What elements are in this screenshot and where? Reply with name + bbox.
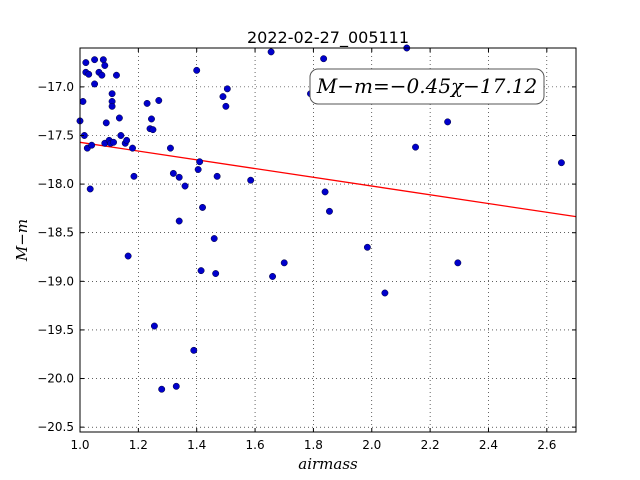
data-point: [130, 172, 138, 180]
data-point: [326, 207, 333, 215]
data-point: [108, 90, 116, 98]
data-point: [143, 99, 151, 107]
chart-title: 2022-02-27_005111: [247, 28, 409, 48]
annotation-box: [309, 68, 545, 105]
data-point: [99, 56, 107, 64]
data-point: [194, 166, 202, 173]
x-tick-label: 1.0: [70, 438, 89, 452]
data-point: [148, 115, 155, 123]
data-point: [129, 144, 136, 152]
tick-labels: 1.0 1.2 1.4 1.6 1.8 2.0 2.2 2.4 2.6 −17.0 −17.5 −18…: [37, 80, 556, 452]
data-point: [222, 102, 230, 110]
y-tick-label: −19.5: [37, 323, 74, 337]
fit-line-group: [79, 141, 577, 218]
data-point: [85, 70, 93, 78]
y-axis-label: M−m: [13, 219, 31, 262]
data-point: [181, 182, 189, 190]
data-point: [79, 98, 87, 105]
x-tick-label: 2.0: [362, 438, 381, 452]
data-point: [210, 235, 218, 242]
data-point: [123, 136, 131, 144]
data-point: [280, 259, 288, 267]
x-tick-label: 1.4: [187, 438, 206, 452]
data-point: [320, 55, 328, 63]
y-tick-label: −17.5: [37, 128, 74, 142]
points-group: [76, 44, 565, 393]
data-point: [454, 259, 462, 267]
data-point: [223, 85, 231, 93]
data-point: [219, 93, 227, 101]
data-point: [557, 159, 565, 167]
data-point: [88, 141, 96, 149]
fit-line: [79, 141, 577, 218]
data-point: [149, 126, 157, 134]
data-point: [190, 346, 198, 354]
data-point: [98, 71, 106, 79]
x-tick-label: 1.6: [246, 438, 265, 452]
data-point: [169, 169, 177, 177]
data-point: [412, 143, 419, 151]
data-point: [267, 48, 275, 56]
x-tick-label: 2.2: [421, 438, 440, 452]
data-point: [381, 289, 389, 297]
data-point: [269, 273, 277, 280]
data-point: [91, 56, 99, 64]
data-point: [102, 119, 110, 127]
data-point: [247, 176, 255, 184]
y-tick-label: −17.0: [37, 80, 74, 94]
plot-frame: [79, 47, 577, 433]
y-tick-label: −18.0: [37, 177, 74, 191]
data-point: [172, 382, 180, 390]
data-point: [212, 270, 220, 277]
data-point: [150, 322, 158, 330]
x-tick-label: 2.6: [537, 438, 556, 452]
y-tick-label: −20.0: [37, 372, 74, 386]
data-point: [193, 66, 201, 74]
fit-equation: M−m=−0.45χ−17.12: [316, 74, 537, 98]
grid-lines: [79, 48, 576, 432]
data-point: [113, 71, 120, 79]
data-point: [115, 114, 123, 122]
data-point: [197, 267, 205, 275]
x-axis-label: airmass: [298, 455, 358, 473]
data-point: [110, 138, 118, 146]
y-tick-label: −19.0: [37, 274, 74, 288]
data-point: [124, 252, 132, 260]
axis-ticks: [79, 48, 576, 432]
data-point: [444, 118, 452, 126]
data-point: [155, 97, 163, 104]
data-point: [82, 59, 90, 67]
data-point: [175, 217, 183, 225]
y-tick-label: −18.5: [37, 226, 74, 240]
fit-annotation: M−m=−0.45χ−17.12: [309, 68, 545, 105]
data-point: [199, 203, 206, 211]
x-tick-label: 1.2: [129, 438, 148, 452]
data-point: [101, 62, 109, 69]
data-point: [363, 243, 371, 251]
data-point: [175, 173, 183, 181]
x-tick-label: 1.8: [304, 438, 323, 452]
data-point: [86, 185, 94, 193]
data-point: [213, 172, 221, 180]
data-point: [166, 144, 174, 152]
data-point: [91, 80, 99, 88]
data-point: [108, 102, 116, 110]
data-point: [117, 132, 125, 139]
y-tick-label: −20.5: [37, 420, 74, 434]
x-tick-label: 2.4: [479, 438, 498, 452]
data-point: [321, 188, 329, 196]
data-point: [196, 158, 204, 166]
data-point: [158, 385, 166, 393]
